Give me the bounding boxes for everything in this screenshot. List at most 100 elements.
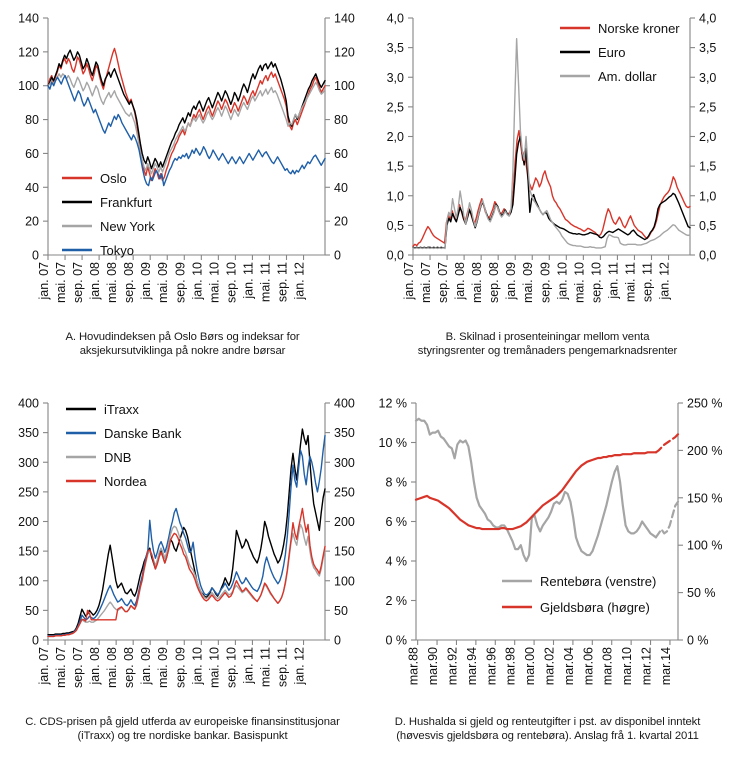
legend-label: Frankfurt [100, 195, 152, 210]
x-tick-label: jan. 11 [241, 647, 255, 685]
panel-c-plot: 0 50 100 150 200 250 300 350 400 0 50 100 150 200 250 3… [3, 385, 363, 715]
x-tick-label: mar.94 [464, 647, 478, 685]
y-tick-label-right: 100 % [687, 539, 722, 553]
y-tick-label-right: 0 [334, 249, 341, 263]
x-tick-label: sep. 08 [122, 262, 136, 303]
series-line [46, 428, 326, 636]
x-tick-label: sep. 07 [71, 647, 85, 688]
panel-b: 0,0 0,5 1,0 1,5 2,0 2,5 3,0 3,5 4,0 0,0 0,5 1,0 1,5 2… [365, 0, 730, 385]
series-line [46, 73, 326, 175]
series-forecast-line [654, 500, 679, 539]
x-tick-label: jan. 08 [88, 647, 102, 686]
x-tick-label: jan. 07 [37, 262, 51, 301]
legend-label: Norske kroner [598, 21, 680, 36]
x-tick-label: jan. 12 [292, 647, 306, 686]
y-tick-label-right: 250 [334, 485, 355, 499]
x-tick-label: sep. 09 [173, 647, 187, 688]
panel-b-plot: 0,0 0,5 1,0 1,5 2,0 2,5 3,0 3,5 4,0 0,0 0,5 1,0 1,5 2… [368, 0, 728, 330]
x-tick-label: mai. 08 [470, 262, 484, 303]
y-tick-label: 1,0 [386, 189, 403, 203]
y-tick-label-right: 350 [334, 426, 355, 440]
x-tick-label: mai. 10 [207, 647, 221, 688]
series-line [46, 507, 326, 638]
x-tick-label: sep. 11 [640, 262, 654, 302]
y-tick-label-right: 3,0 [699, 71, 716, 85]
legend-label: Tokyo [100, 243, 134, 258]
y-tick-label-right: 250 % [687, 397, 722, 411]
y-tick-label-right: 50 % [687, 586, 716, 600]
series-line [414, 451, 657, 531]
legend-label: Oslo [100, 171, 127, 186]
y-tick-label: 140 [18, 12, 39, 26]
y-tick-label-right: 100 [334, 79, 355, 93]
y-tick-label: 2 % [385, 594, 407, 608]
y-tick-label: 100 [18, 574, 39, 588]
x-tick-label: jan. 11 [606, 262, 620, 300]
series-line [411, 38, 691, 250]
x-tick-label: sep. 10 [224, 262, 238, 303]
y-tick-label: 120 [18, 45, 39, 59]
x-tick-label: mar.10 [620, 647, 634, 685]
x-tick-label: mar.96 [484, 647, 498, 685]
panel-c: 0 50 100 150 200 250 300 350 400 0 50 100 150 200 250 3… [0, 385, 365, 773]
x-tick-label: mai. 08 [105, 647, 119, 688]
panel-d-plot: 0 % 2 % 4 % 6 % 8 % 10 % 12 % 0 % 50 % 100 % 150 %… [368, 385, 728, 715]
y-tick-label-right: 1,5 [699, 160, 716, 174]
x-tick-label: mai. 07 [419, 262, 433, 303]
y-tick-label: 12 % [378, 397, 407, 411]
series-forecast-line [654, 433, 679, 454]
panel-d: 0 % 2 % 4 % 6 % 8 % 10 % 12 % 0 % 50 % 100 % 150 %… [365, 385, 730, 773]
y-tick-label-right: 150 [334, 545, 355, 559]
y-tick-label: 80 [25, 113, 39, 127]
x-tick-label: jan. 07 [402, 262, 416, 301]
y-tick-label: 0 [32, 249, 39, 263]
y-tick-label-right: 80 [334, 113, 348, 127]
x-tick-label: jan. 10 [190, 647, 204, 686]
x-tick-label: sep. 10 [224, 647, 238, 688]
y-tick-label: 250 [18, 485, 39, 499]
y-tick-label-right: 2,5 [699, 100, 716, 114]
y-tick-label-right: 1,0 [699, 189, 716, 203]
y-tick-label-right: 40 [334, 181, 348, 195]
y-tick-label-right: 0 [334, 634, 341, 648]
panel-b-caption-line2: styringsrenter og tremånaders pengemarkn… [417, 345, 678, 357]
legend-label: Gjeldsbøra (høgre) [540, 600, 650, 615]
y-tick-label-right: 300 [334, 456, 355, 470]
y-tick-label: 50 [25, 604, 39, 618]
x-tick-label: mar.88 [406, 647, 420, 685]
x-tick-label: mar.00 [523, 647, 537, 685]
x-tick-label: mar.08 [600, 647, 614, 685]
y-tick-label: 4 % [385, 555, 407, 569]
legend-label: Am. dollar [598, 69, 657, 84]
series-line [46, 434, 326, 637]
panel-a-plot: 0 20 40 60 80 100 120 140 0 20 40 60 80 100 120 140 jan.… [3, 0, 363, 330]
x-tick-label: mar.92 [445, 647, 459, 685]
x-tick-label: jan. 10 [555, 262, 569, 301]
x-tick-label: sep. 09 [173, 262, 187, 303]
x-tick-label: jan. 08 [453, 262, 467, 301]
x-tick-label: mai. 09 [156, 262, 170, 303]
panel-c-chart: 0 50 100 150 200 250 300 350 400 0 50 100 150 200 250 3… [18, 397, 355, 689]
panel-b-chart: 0,0 0,5 1,0 1,5 2,0 2,5 3,0 3,5 4,0 0,0 0,5 1,0 1,5 2… [386, 12, 716, 304]
x-tick-label: sep. 09 [538, 262, 552, 303]
x-tick-label: mar.12 [639, 647, 653, 685]
panel-b-caption: B. Skilnad i prosenteiningar mellom vent… [378, 330, 718, 358]
x-tick-label: mai. 08 [105, 262, 119, 303]
y-tick-label: 8 % [385, 476, 407, 490]
x-tick-label: mai. 07 [54, 647, 68, 688]
panel-d-caption-line2: (høvesvis gjeldsbøra og rentebøra). Ansl… [396, 730, 699, 742]
panel-a-chart: 0 20 40 60 80 100 120 140 0 20 40 60 80 100 120 140 jan.… [18, 12, 355, 304]
legend-label: iTraxx [104, 402, 139, 417]
y-tick-label: 1,5 [386, 160, 403, 174]
y-tick-label: 300 [18, 456, 39, 470]
y-tick-label: 100 [18, 79, 39, 93]
x-tick-label: mai. 09 [521, 262, 535, 303]
x-tick-label: mai. 11 [258, 647, 272, 687]
series-line [411, 129, 691, 247]
x-tick-label: mar.90 [426, 647, 440, 685]
x-tick-label: mar.04 [561, 647, 575, 685]
x-tick-label: sep. 11 [275, 262, 289, 302]
y-tick-label: 6 % [385, 515, 407, 529]
panel-a-caption-line2: aksjekursutviklinga på nokre andre børsa… [79, 345, 286, 357]
legend-label: Danske Bank [104, 426, 182, 441]
